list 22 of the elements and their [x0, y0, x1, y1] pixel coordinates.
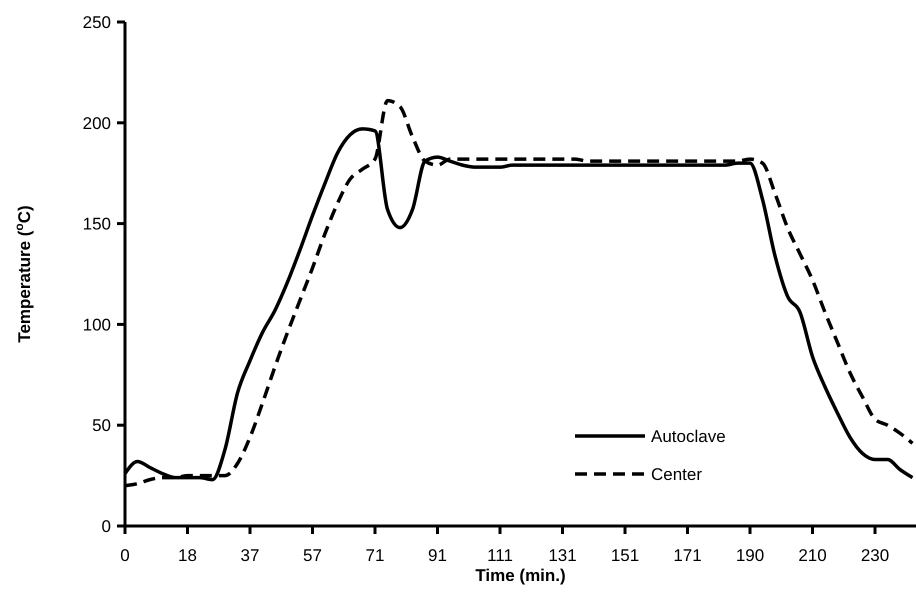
x-tick-label: 37 [240, 546, 260, 565]
x-tick-label: 18 [178, 546, 197, 565]
x-tick-label: 131 [548, 546, 577, 565]
x-tick-label: 210 [798, 546, 827, 565]
y-tick-label: 250 [82, 12, 111, 32]
y-tick-label: 100 [82, 315, 111, 334]
x-tick-label: 151 [610, 546, 640, 565]
x-tick-label: 57 [303, 546, 322, 565]
legend-label: Autoclave [651, 426, 726, 446]
y-tick-label: 150 [82, 214, 111, 234]
x-tick-label: 111 [487, 546, 513, 565]
x-tick-label: 91 [428, 546, 447, 565]
legend-label: Center [651, 464, 702, 484]
x-tick-label: 190 [736, 546, 764, 565]
y-tick-label: 200 [82, 114, 111, 133]
y-tick-label: 0 [102, 516, 111, 536]
y-tick-label: 50 [92, 416, 111, 436]
x-tick-label: 71 [366, 546, 384, 565]
x-tick-label: 0 [120, 546, 130, 565]
x-tick-label: 171 [673, 546, 702, 565]
x-axis-title: Time (min.) [475, 566, 566, 585]
x-tick-label: 230 [860, 546, 890, 565]
